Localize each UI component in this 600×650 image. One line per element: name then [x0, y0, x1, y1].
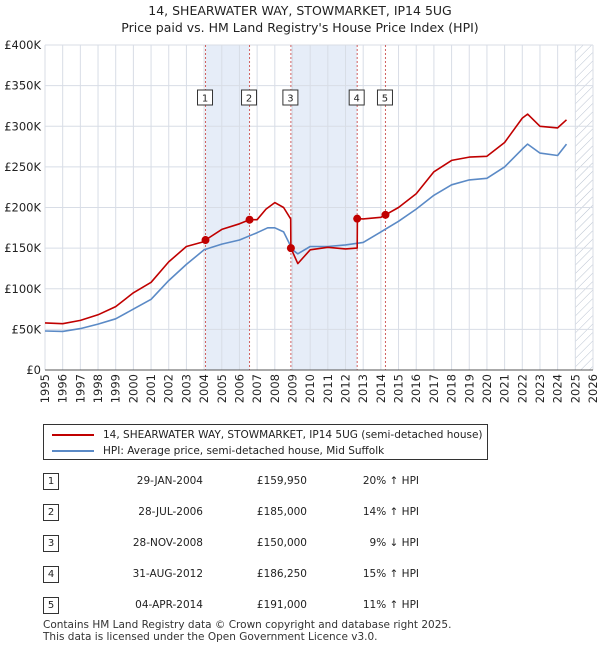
sale-point — [245, 215, 254, 224]
y-tick-label: £400K — [4, 38, 41, 52]
y-tick-label: £250K — [4, 160, 41, 174]
marker-box — [348, 89, 365, 106]
x-tick-label: 2017 — [427, 374, 441, 403]
x-tick-label: 2010 — [303, 374, 317, 403]
marker-box — [241, 89, 258, 106]
marker-box — [282, 89, 299, 106]
legend-swatch-property — [52, 434, 94, 436]
x-tick-label: 2025 — [568, 374, 582, 403]
legend-label-hpi: HPI: Average price, semi-detached house,… — [103, 445, 385, 457]
transaction-number: 3 — [43, 535, 59, 552]
y-tick-label: £200K — [4, 201, 41, 215]
x-tick-label: 2019 — [462, 374, 476, 403]
x-tick-label: 2004 — [197, 374, 211, 403]
transaction-price: £186,250 — [256, 568, 307, 580]
x-tick-label: 2024 — [551, 374, 565, 403]
footer-attribution: Contains HM Land Registry data © Crown c… — [43, 619, 451, 643]
table-row: 1 29-JAN-2004 £159,950 20% ↑ HPI — [43, 472, 443, 490]
x-tick-label: 2013 — [356, 374, 370, 403]
x-tick-label: 1998 — [91, 374, 105, 403]
x-tick-label: 2021 — [498, 374, 512, 403]
x-tick-label: 2009 — [285, 374, 299, 403]
transaction-date: 28-NOV-2008 — [132, 537, 203, 549]
transaction-number: 4 — [43, 566, 59, 583]
transaction-number: 1 — [43, 473, 59, 490]
x-tick-label: 2003 — [179, 374, 193, 403]
x-tick-label: 2022 — [515, 374, 529, 403]
x-tick-label: 2018 — [445, 374, 459, 403]
x-tick-label: 2015 — [392, 374, 406, 403]
transaction-date: 31-AUG-2012 — [132, 568, 203, 580]
marker-label: 5 — [382, 94, 388, 105]
transaction-number: 2 — [43, 504, 59, 521]
marker-label: 2 — [246, 94, 252, 105]
footer-line-license: This data is licensed under the Open Gov… — [43, 631, 378, 643]
transaction-price: £150,000 — [256, 537, 307, 549]
table-row: 4 31-AUG-2012 £186,250 15% ↑ HPI — [43, 565, 443, 583]
x-tick-label: 2016 — [409, 374, 423, 403]
x-tick-label: 1997 — [73, 374, 87, 403]
y-tick-label: £300K — [4, 119, 41, 133]
table-row: 5 04-APR-2014 £191,000 11% ↑ HPI — [43, 596, 443, 614]
y-tick-label: £100K — [4, 282, 41, 296]
x-tick-label: 2008 — [268, 374, 282, 403]
table-row: 2 28-JUL-2006 £185,000 14% ↑ HPI — [43, 503, 443, 521]
chart-subtitle: Price paid vs. HM Land Registry's House … — [121, 20, 479, 35]
x-tick-label: 1996 — [56, 374, 70, 403]
table-row: 3 28-NOV-2008 £150,000 9% ↓ HPI — [43, 534, 443, 552]
transaction-price: £185,000 — [256, 506, 307, 518]
y-tick-label: £350K — [4, 79, 41, 93]
transaction-price: £159,950 — [256, 475, 307, 487]
legend-swatch-hpi — [52, 450, 94, 452]
transaction-hpi-diff: 9% ↓ HPI — [369, 537, 419, 549]
x-tick-label: 2023 — [533, 374, 547, 403]
marker-label: 4 — [353, 94, 359, 105]
marker-box — [376, 89, 393, 106]
x-tick-label: 2000 — [126, 374, 140, 403]
x-tick-label: 1995 — [38, 374, 52, 403]
transaction-date: 29-JAN-2004 — [136, 475, 203, 487]
x-tick-label: 2014 — [374, 374, 388, 403]
transaction-hpi-diff: 15% ↑ HPI — [362, 568, 419, 580]
chart-legend: 14, SHEARWATER WAY, STOWMARKET, IP14 5UG… — [43, 424, 488, 460]
y-tick-label: £50K — [12, 322, 42, 336]
sale-point — [353, 214, 362, 223]
marker-box — [197, 89, 214, 106]
footer-line-copyright: Contains HM Land Registry data © Crown c… — [43, 619, 452, 631]
sale-point — [381, 210, 390, 219]
legend-item-property: 14, SHEARWATER WAY, STOWMARKET, IP14 5UG… — [52, 427, 483, 443]
legend-label-property: 14, SHEARWATER WAY, STOWMARKET, IP14 5UG… — [103, 429, 483, 441]
transaction-date: 04-APR-2014 — [135, 599, 203, 611]
transaction-hpi-diff: 20% ↑ HPI — [362, 475, 419, 487]
sale-point — [201, 236, 210, 245]
x-tick-label: 2002 — [162, 374, 176, 403]
chart-title-block: 14, SHEARWATER WAY, STOWMARKET, IP14 5UG… — [0, 2, 600, 36]
transaction-date: 28-JUL-2006 — [138, 506, 203, 518]
sale-point — [286, 244, 295, 253]
y-tick-label: £0 — [26, 363, 41, 377]
x-tick-label: 2005 — [215, 374, 229, 403]
x-tick-label: 2001 — [144, 374, 158, 403]
x-tick-label: 1999 — [109, 374, 123, 403]
x-tick-label: 2006 — [232, 374, 246, 403]
transaction-price: £191,000 — [256, 599, 307, 611]
transaction-hpi-diff: 14% ↑ HPI — [362, 506, 419, 518]
x-tick-label: 2026 — [586, 374, 600, 403]
x-tick-label: 2011 — [321, 374, 335, 403]
x-tick-label: 2007 — [250, 374, 264, 403]
x-tick-label: 2012 — [339, 374, 353, 403]
property-series-line — [44, 113, 568, 325]
transaction-hpi-diff: 11% ↑ HPI — [362, 599, 419, 611]
legend-item-hpi: HPI: Average price, semi-detached house,… — [52, 443, 384, 459]
y-tick-label: £150K — [4, 241, 41, 255]
marker-label: 1 — [202, 94, 208, 105]
chart-title: 14, SHEARWATER WAY, STOWMARKET, IP14 5UG — [148, 3, 452, 18]
transaction-number: 5 — [43, 597, 59, 614]
price-chart: 1 2 3 4 5 £0 £50K £100K £150K £200K £250K £300K £350… — [4, 38, 600, 403]
hpi-series-line — [44, 143, 568, 333]
x-tick-label: 2020 — [480, 374, 494, 403]
marker-label: 3 — [287, 94, 293, 105]
